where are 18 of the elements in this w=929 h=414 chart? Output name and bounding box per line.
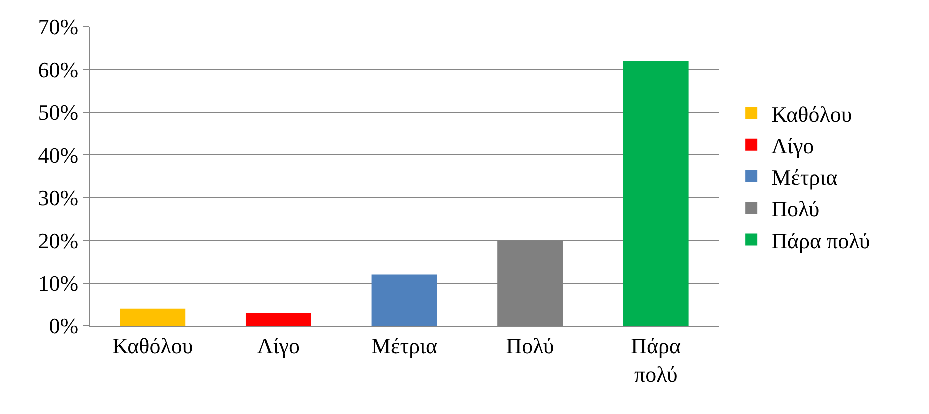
legend-label: Πολύ	[772, 196, 820, 222]
legend-label: Πάρα πολύ	[772, 228, 870, 254]
y-tick-label: 40%	[38, 142, 79, 168]
x-tick-label: Πάρα πολύ	[631, 333, 682, 387]
y-tick-label: 70%	[38, 14, 79, 40]
y-tick-label: 20%	[38, 228, 79, 254]
y-tick-label: 0%	[49, 314, 79, 339]
y-tick-label: 10%	[38, 270, 79, 296]
y-tick-label: 30%	[38, 186, 79, 211]
x-tick-label: Πολύ	[506, 333, 554, 358]
legend-label: Καθόλου	[772, 102, 852, 127]
x-tick-label: Λίγο	[257, 333, 300, 358]
legend-label: Λίγο	[772, 133, 814, 158]
x-tick-label: Καθόλου	[112, 333, 194, 358]
x-tick-label: Μέτρια	[371, 333, 438, 358]
legend-label: Μέτρια	[772, 165, 838, 190]
y-tick-label: 50%	[38, 100, 79, 126]
y-tick-label: 60%	[38, 57, 79, 82]
